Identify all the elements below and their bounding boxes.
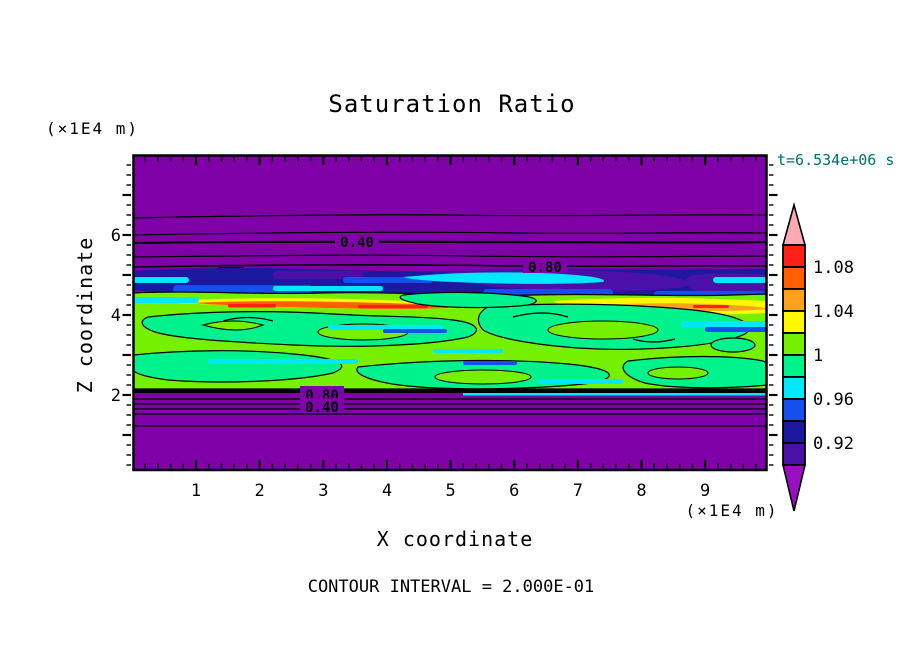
cyan-streak bbox=[463, 393, 767, 396]
x-axis-title: X coordinate bbox=[377, 527, 534, 551]
x-axis-units-label: (×1E4 m) bbox=[685, 501, 778, 520]
red-streak bbox=[358, 305, 428, 309]
colorbar-segment bbox=[782, 310, 806, 334]
colorbar-segment bbox=[782, 398, 806, 422]
cyan-streak bbox=[273, 286, 383, 291]
cyan-streak bbox=[133, 277, 189, 283]
colorbar-label: 1.04 bbox=[813, 302, 854, 322]
colorbar-arrow-top bbox=[781, 201, 807, 246]
x-tick-label: 1 bbox=[191, 481, 201, 501]
x-tick-label: 3 bbox=[318, 481, 328, 501]
y-axis-title: Z coordinate bbox=[73, 237, 97, 394]
cyan-streak bbox=[403, 272, 604, 284]
colorbar-label: 1 bbox=[813, 346, 823, 366]
contour-line bbox=[133, 214, 767, 219]
colorbar-label: 1.08 bbox=[813, 258, 854, 278]
x-tick-label: 4 bbox=[382, 481, 392, 501]
contour-label-backing bbox=[300, 386, 344, 401]
blue-streak bbox=[463, 361, 517, 365]
contour-label-backing bbox=[523, 258, 567, 273]
cyan-streak bbox=[681, 321, 767, 327]
cyan-streak bbox=[133, 297, 199, 303]
contour-line bbox=[133, 254, 767, 258]
colorbar-segment bbox=[782, 376, 806, 400]
colorbar-arrow-bottom bbox=[781, 464, 807, 512]
y-tick-label: 4 bbox=[111, 306, 121, 326]
cyan-streak bbox=[433, 349, 503, 353]
x-tick-label: 2 bbox=[255, 481, 265, 501]
x-tick-label: 6 bbox=[509, 481, 519, 501]
thick-contour-line bbox=[133, 389, 767, 393]
time-annotation: t=6.534e+06 s bbox=[777, 151, 894, 169]
axis-ticks bbox=[122, 157, 778, 468]
contour-label-backing bbox=[335, 233, 379, 248]
contour-squiggles bbox=[222, 312, 676, 343]
y-axis-units-label: (×1E4 m) bbox=[46, 119, 139, 138]
plot-title: Saturation Ratio bbox=[328, 90, 575, 118]
contour-line-0.80 bbox=[133, 264, 767, 268]
colorbar-segment bbox=[782, 420, 806, 444]
cyan-streak bbox=[328, 325, 443, 330]
colorbar-segment bbox=[782, 244, 806, 268]
colorbar-label: 0.92 bbox=[813, 434, 854, 454]
plot-frame bbox=[132, 154, 768, 472]
x-tick-label: 7 bbox=[573, 481, 583, 501]
colorbar-segment bbox=[782, 266, 806, 290]
indigo-patch bbox=[273, 271, 363, 279]
contour-label: 0.40 bbox=[340, 235, 374, 251]
x-tick-label: 8 bbox=[636, 481, 646, 501]
contour-label: 0.80 bbox=[528, 260, 562, 276]
colorbar-segment bbox=[782, 354, 806, 378]
cyan-streak bbox=[713, 277, 767, 283]
contour-label: 0.40 bbox=[305, 400, 339, 416]
blue-streak bbox=[383, 329, 447, 333]
contour-line-0.40 bbox=[133, 240, 767, 245]
contour-line-labels: 0.400.800.800.40 bbox=[300, 233, 567, 416]
x-tick-label: 9 bbox=[700, 481, 710, 501]
y-tick-label: 6 bbox=[111, 226, 121, 246]
colorbar-segment bbox=[782, 442, 806, 466]
colorbar-segment bbox=[782, 288, 806, 312]
colorbar: 1.08 1.04 1 0.96 0.92 bbox=[781, 201, 854, 512]
red-streak bbox=[228, 304, 276, 308]
y-tick-label: 2 bbox=[111, 386, 121, 406]
lower-contour-lines bbox=[133, 398, 767, 427]
red-streak bbox=[693, 305, 729, 308]
contour-interval-caption: CONTOUR INTERVAL = 2.000E-01 bbox=[308, 577, 595, 597]
contour-field bbox=[133, 155, 767, 470]
blue-streak bbox=[705, 327, 767, 332]
cyan-streak bbox=[538, 379, 623, 384]
colorbar-segment bbox=[782, 332, 806, 356]
spring-green-blobs bbox=[133, 291, 767, 390]
colorbar-label: 0.96 bbox=[813, 390, 854, 410]
cyan-streak bbox=[208, 359, 358, 364]
axis-tick-labels: 1 2 3 4 5 6 7 8 9 2 4 6 bbox=[111, 226, 711, 501]
contour-line bbox=[133, 231, 767, 236]
contour-label-backing bbox=[300, 398, 344, 413]
x-tick-label: 5 bbox=[445, 481, 455, 501]
